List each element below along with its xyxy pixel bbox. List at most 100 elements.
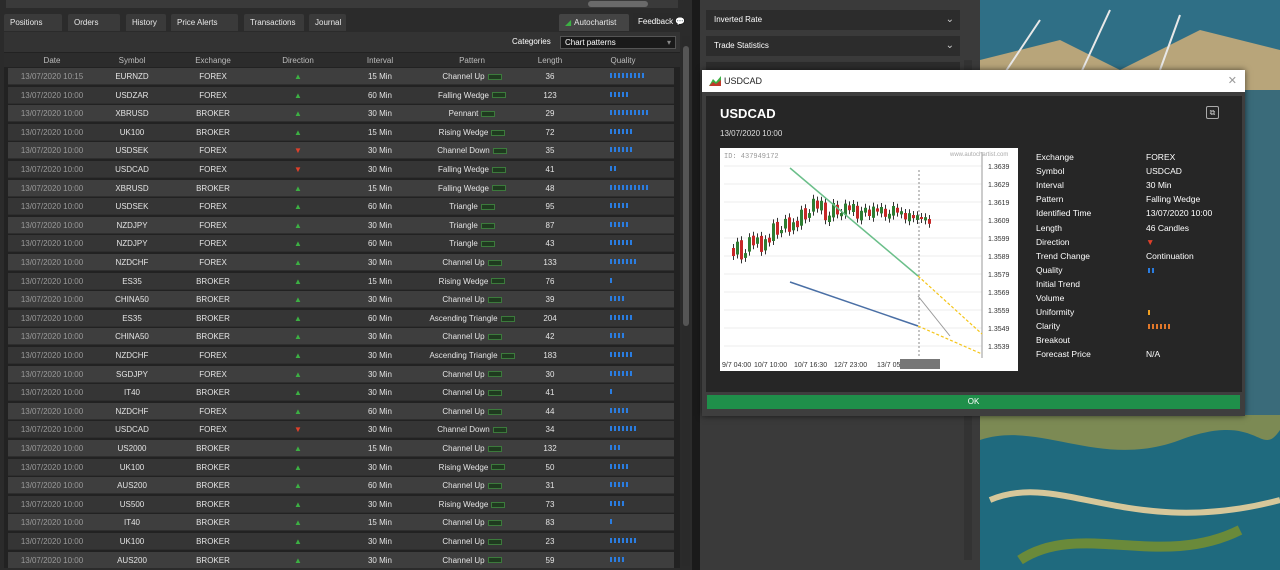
table-row[interactable]: 13/07/2020 10:00 US500 BROKER ▲ 30 Min Rising…	[8, 495, 674, 513]
candle	[788, 217, 791, 232]
candle	[756, 237, 759, 244]
candle	[768, 237, 771, 243]
copy-icon[interactable]: ⧉	[1206, 106, 1219, 119]
col-exchange[interactable]: Exchange	[195, 56, 231, 65]
candle	[876, 208, 879, 212]
vertical-scrollbar[interactable]	[682, 36, 690, 566]
cell-length: 50	[545, 462, 555, 472]
quality-bar	[610, 221, 630, 227]
table-row[interactable]: 13/07/2020 10:00 AUS200 BROKER ▲ 30 Min Chann…	[8, 551, 674, 568]
table-row[interactable]: 13/07/2020 10:00 USDSEK FOREX ▼ 30 Min Channe…	[8, 142, 674, 160]
pattern-text: Channel Up	[442, 332, 485, 342]
ok-button[interactable]: OK	[707, 395, 1240, 409]
table-row[interactable]: 13/07/2020 10:00 USDZAR FOREX ▲ 60 Min Fallin…	[8, 86, 674, 104]
scroll-thumb[interactable]	[588, 1, 648, 7]
pattern-text: Rising Wedge	[438, 462, 489, 472]
col-length[interactable]: Length	[537, 56, 563, 65]
candle	[904, 213, 907, 220]
cell-symbol: USDSEK	[115, 146, 149, 156]
cell-date: 13/07/2020 10:00	[20, 332, 84, 342]
table-row[interactable]: 13/07/2020 10:00 ES35 BROKER ▲ 15 Min Rising …	[8, 272, 674, 290]
tab-orders[interactable]: Orders7	[68, 14, 120, 46]
cell-symbol: CHINA50	[115, 295, 149, 305]
table-row[interactable]: 13/07/2020 10:00 NZDCHF FOREX ▲ 30 Min Ascend…	[8, 347, 674, 364]
cell-symbol: CHINA50	[115, 332, 149, 342]
horizontal-scrollbar[interactable]	[6, 0, 678, 8]
cell-pattern: Channel Up	[422, 444, 522, 453]
table-row[interactable]: 13/07/2020 10:00 UK100 BROKER ▲ 30 Min Rising…	[8, 458, 674, 476]
detail-label: Volume	[1036, 293, 1065, 303]
forecast-arrow	[917, 295, 951, 337]
price-tick: 1.3539	[988, 344, 1010, 351]
candle	[736, 241, 739, 255]
col-symbol[interactable]: Symbol	[118, 56, 146, 65]
pattern-thumbnail-icon	[487, 538, 502, 545]
close-icon[interactable]: ✕	[1227, 75, 1237, 87]
col-date[interactable]: Date	[43, 56, 61, 65]
table-row[interactable]: 13/07/2020 10:00 USDSEK FOREX ▲ 60 Min Triang…	[8, 198, 674, 216]
pattern-text: Triangle	[449, 239, 478, 249]
uniformity-bar	[1148, 310, 1152, 316]
cell-pattern: Falling Wedge	[422, 91, 522, 100]
tab-history[interactable]: History	[126, 14, 166, 31]
tab-price-alerts[interactable]: Price Alerts0	[171, 14, 238, 46]
table-row[interactable]: 13/07/2020 10:00 SGDJPY FOREX ▲ 30 Min Channe…	[8, 365, 674, 383]
cell-exchange: FOREX	[199, 351, 227, 360]
pattern-text: Channel Up	[442, 481, 485, 491]
pattern-text: Channel Up	[442, 406, 485, 416]
tab-journal[interactable]: Journal	[309, 14, 346, 31]
pattern-thumbnail-icon	[491, 278, 506, 285]
table-row[interactable]: 13/07/2020 10:00 XBRUSD BROKER ▲ 30 Min Penna…	[8, 105, 674, 123]
tab-transactions[interactable]: Transactions	[244, 14, 304, 31]
cell-exchange: FOREX	[199, 369, 227, 379]
table-row[interactable]: 13/07/2020 10:00 IT40 BROKER ▲ 30 Min Channel…	[8, 384, 674, 402]
cell-pattern: Ascending Triangle	[422, 314, 522, 323]
cell-symbol: USDSEK	[115, 202, 149, 212]
pattern-thumbnail-icon	[487, 73, 502, 80]
accordion-trade-statistics[interactable]: Trade Statistics ⌄	[706, 36, 960, 56]
candle	[748, 237, 751, 252]
table-row[interactable]: 13/07/2020 10:00 CHINA50 BROKER ▲ 30 Min Chan…	[8, 328, 674, 346]
cell-length: 42	[545, 332, 555, 342]
table-row[interactable]: 13/07/2020 10:15 EURNZD FOREX ▲ 15 Min Channe…	[8, 68, 674, 85]
cell-date: 13/07/2020 10:00	[20, 258, 84, 267]
table-row[interactable]: 13/07/2020 10:00 NZDCHF FOREX ▲ 60 Min Channe…	[8, 402, 674, 420]
table-row[interactable]: 13/07/2020 10:00 XBRUSD BROKER ▲ 15 Min Falli…	[8, 179, 674, 197]
candle	[896, 207, 899, 213]
cell-interval: 15 Min	[367, 518, 392, 528]
scroll-thumb[interactable]	[683, 46, 689, 326]
table-row[interactable]: 13/07/2020 10:00 AUS200 BROKER ▲ 60 Min Chann…	[8, 477, 674, 495]
table-row[interactable]: 13/07/2020 10:00 CHINA50 BROKER ▲ 30 Min Chan…	[8, 291, 674, 309]
pattern-text: Channel Up	[442, 555, 485, 565]
price-tick: 1.3559	[988, 308, 1010, 315]
candle	[800, 209, 803, 226]
cell-length: 41	[545, 165, 555, 174]
accordion-inverted-rate[interactable]: Inverted Rate ⌄	[706, 10, 960, 30]
col-direction[interactable]: Direction	[282, 56, 314, 65]
col-interval[interactable]: Interval	[366, 56, 394, 65]
cell-symbol: USDCAD	[115, 165, 149, 174]
table-row[interactable]: 13/07/2020 10:00 NZDJPY FOREX ▲ 60 Min Triang…	[8, 235, 674, 253]
table-row[interactable]: 13/07/2020 10:00 ES35 BROKER ▲ 60 Min Ascendi…	[8, 309, 674, 327]
accordion-collapsed[interactable]	[706, 62, 960, 72]
table-row[interactable]: 13/07/2020 10:00 NZDJPY FOREX ▲ 30 Min Triang…	[8, 216, 674, 234]
table-row[interactable]: 13/07/2020 10:00 USDCAD FOREX ▼ 30 Min Fallin…	[8, 161, 674, 178]
cell-pattern: Rising Wedge	[422, 128, 522, 137]
col-pattern[interactable]: Pattern	[459, 56, 485, 65]
cell-interval: 30 Min	[367, 109, 392, 119]
table-row[interactable]: 13/07/2020 10:00 NZDCHF FOREX ▲ 30 Min Channe…	[8, 254, 674, 271]
table-row[interactable]: 13/07/2020 10:00 IT40 BROKER ▲ 15 Min Channel…	[8, 514, 674, 532]
tab-autochartist[interactable]: ◢ Autochartist	[559, 14, 629, 31]
cell-date: 13/07/2020 10:15	[20, 72, 84, 81]
col-quality[interactable]: Quality	[610, 56, 636, 65]
categories-select[interactable]: Chart patterns ▾	[560, 36, 676, 49]
table-row[interactable]: 13/07/2020 10:00 USDCAD FOREX ▼ 30 Min Channe…	[8, 421, 674, 439]
tab-positions[interactable]: Positions2	[4, 14, 62, 46]
table-row[interactable]: 13/07/2020 10:00 UK100 BROKER ▲ 15 Min Rising…	[8, 123, 674, 141]
feedback-button[interactable]: Feedback 💬	[633, 13, 691, 30]
pattern-text: Falling Wedge	[438, 90, 489, 100]
table-row[interactable]: 13/07/2020 10:00 UK100 BROKER ▲ 30 Min Channe…	[8, 533, 674, 550]
cell-symbol: UK100	[119, 462, 145, 472]
forecast-lower	[917, 325, 983, 355]
table-row[interactable]: 13/07/2020 10:00 US2000 BROKER ▲ 15 Min Chann…	[8, 440, 674, 457]
